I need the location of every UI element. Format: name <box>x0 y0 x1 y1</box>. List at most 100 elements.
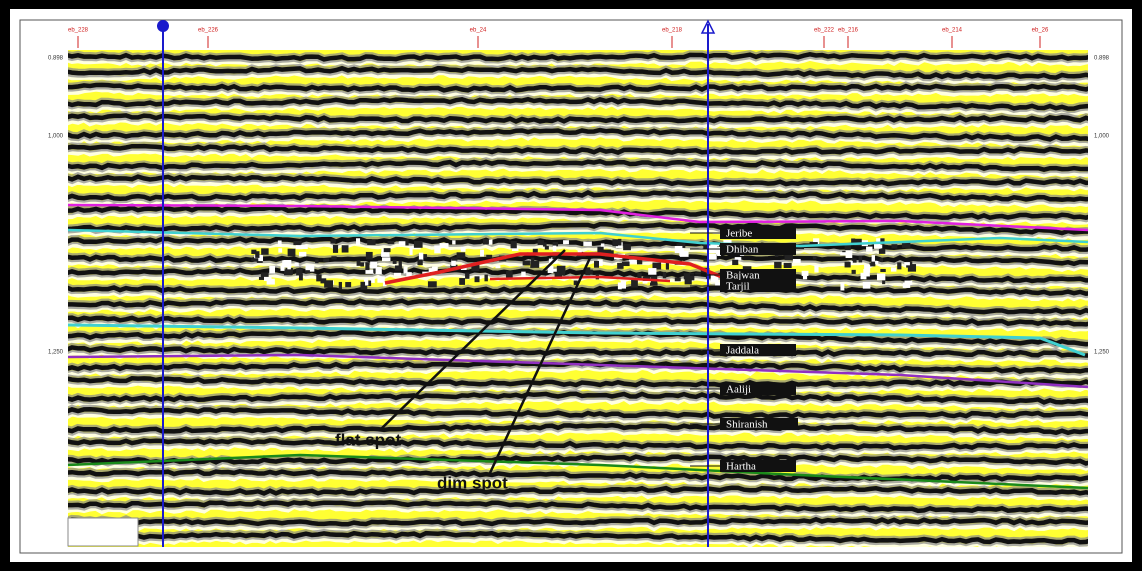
noise <box>622 261 630 267</box>
noise <box>612 239 619 247</box>
noise <box>844 243 851 249</box>
noise <box>897 262 902 270</box>
noise <box>383 248 391 253</box>
time-label-left: 1,250 <box>48 350 64 356</box>
noise <box>583 241 592 246</box>
noise <box>679 250 689 257</box>
top-label: eb_226 <box>198 28 219 34</box>
reflector <box>68 315 1088 327</box>
noise <box>851 238 856 245</box>
noise <box>573 280 578 286</box>
reflector <box>68 500 1088 514</box>
noise <box>891 267 897 272</box>
noise <box>554 272 562 279</box>
horizon-tag: Jeribe <box>726 228 752 240</box>
noise <box>521 271 526 278</box>
noise <box>869 262 876 267</box>
top-label: eb_214 <box>942 28 963 34</box>
noise <box>629 259 637 264</box>
noise <box>684 276 692 285</box>
reflector <box>68 82 1088 93</box>
reflector <box>68 143 1088 156</box>
noise <box>260 272 269 278</box>
noise <box>652 262 662 270</box>
reflector <box>68 516 1088 527</box>
noise <box>381 252 390 257</box>
noise <box>597 259 603 266</box>
reflector <box>68 468 1088 483</box>
horizon-tag: Shiranish <box>726 419 768 431</box>
noise <box>631 279 638 288</box>
noise <box>299 251 307 257</box>
reflector-halo <box>68 116 1088 130</box>
horizon-line <box>67 203 1089 232</box>
noise <box>507 270 512 277</box>
noise <box>774 253 779 257</box>
noise <box>879 257 884 262</box>
noise <box>251 258 259 262</box>
horizon-tag-box <box>720 243 796 255</box>
noise <box>866 246 873 252</box>
reflector <box>68 422 1088 436</box>
noise <box>552 252 557 260</box>
noise <box>734 257 742 261</box>
noise <box>434 245 441 254</box>
annotation-leader <box>488 257 592 474</box>
noise <box>812 255 817 260</box>
noise <box>531 257 535 263</box>
noise <box>901 242 911 248</box>
noise <box>550 268 557 272</box>
noise <box>393 272 402 277</box>
noise <box>338 281 342 290</box>
noise <box>409 247 413 255</box>
time-label-left: 1,000 <box>48 134 64 140</box>
noise <box>365 277 369 286</box>
noise <box>871 255 875 262</box>
reflector <box>68 437 1088 451</box>
noise <box>543 242 547 247</box>
noise <box>649 282 658 286</box>
horizon-tag-box <box>720 418 798 430</box>
reflector <box>68 454 1088 466</box>
noise <box>801 270 809 276</box>
noise <box>774 261 782 269</box>
reflector <box>68 190 1088 203</box>
noise <box>510 241 517 249</box>
noise <box>360 281 368 290</box>
noise <box>585 267 591 276</box>
reflector <box>68 360 1088 374</box>
noise <box>864 264 871 273</box>
noise <box>665 262 669 270</box>
reflector-halo <box>68 411 1088 425</box>
noise <box>642 280 648 284</box>
well-head <box>157 20 169 32</box>
noise <box>878 248 886 254</box>
noise <box>356 260 361 266</box>
reflector <box>68 127 1088 142</box>
noise <box>330 239 336 244</box>
reflector <box>68 329 1088 347</box>
noise <box>882 277 886 285</box>
horizon-line <box>489 275 671 283</box>
noise <box>600 243 605 248</box>
noise <box>278 248 283 253</box>
noise <box>537 240 545 245</box>
reflector-halo <box>68 472 1088 489</box>
time-label-right: 0.898 <box>1094 56 1110 62</box>
noise <box>341 245 349 253</box>
horizon-tag: Dhiban <box>726 244 759 256</box>
noise <box>331 256 337 260</box>
noise <box>277 240 282 247</box>
horizon-line <box>67 453 1089 490</box>
noise <box>320 278 327 284</box>
noise <box>532 248 538 255</box>
horizon-tag-box <box>720 269 796 281</box>
noise <box>511 246 519 252</box>
noise <box>840 252 847 256</box>
reflector-halo <box>68 489 1088 502</box>
noise <box>451 257 458 261</box>
noise <box>294 262 299 267</box>
noise <box>623 243 631 251</box>
noise <box>851 269 856 274</box>
